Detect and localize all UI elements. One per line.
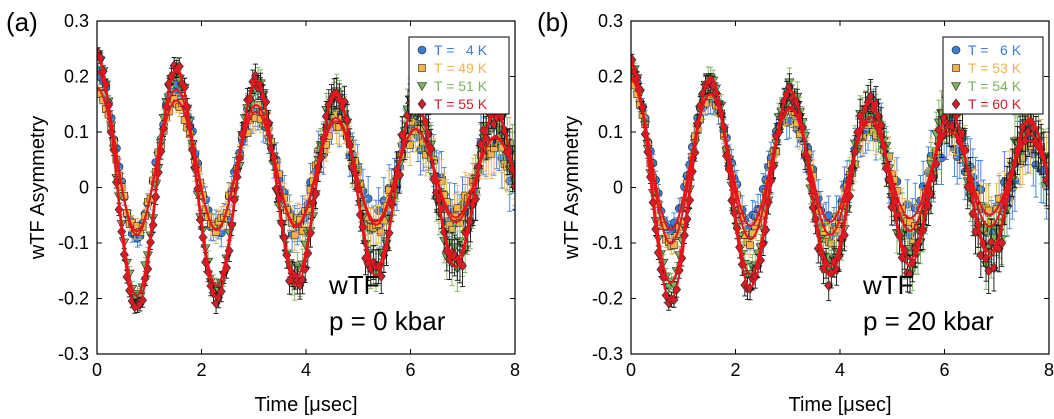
x-tick-label: 4	[301, 360, 311, 380]
x-tick-label: 6	[405, 360, 415, 380]
x-tick-label: 0	[626, 360, 636, 380]
y-tick-label: -0.1	[592, 233, 623, 253]
y-tick-label: 0	[613, 178, 623, 198]
legend-label: T = 49 K	[434, 60, 488, 76]
y-tick-label: 0.2	[64, 67, 89, 87]
data-point	[290, 231, 299, 240]
panel-label: (a)	[6, 7, 38, 37]
y-tick-label: 0.2	[598, 67, 623, 87]
y-tick-label: 0.3	[598, 11, 623, 31]
panel-a: 0 2 4 6 8 -0.3 -0.2 -0.1 0 0.1 0.2 0.3 Time [μsec] wT…	[6, 7, 520, 416]
data-point	[746, 241, 754, 249]
y-tick-label: -0.2	[58, 289, 89, 309]
y-tick-label: 0	[79, 178, 89, 198]
x-tick-label: 8	[1044, 360, 1054, 380]
data-point	[510, 180, 515, 192]
legend-marker	[417, 98, 427, 110]
fit-curve	[97, 86, 515, 233]
legend-marker	[418, 64, 426, 72]
data-point	[453, 204, 462, 213]
legend: T = 4 K T = 49 K T = 51 K T = 55 K	[408, 36, 510, 115]
data-point	[406, 141, 414, 149]
y-tick-label: -0.3	[58, 344, 89, 364]
legend-marker	[416, 82, 428, 92]
annotation-text: p = 0 kbar	[329, 306, 446, 336]
y-tick-label: 0.3	[64, 11, 89, 31]
legend-label: T = 55 K	[434, 96, 488, 112]
x-tick-label: 0	[92, 360, 102, 380]
fit-curve	[97, 53, 515, 310]
y-tick-label: -0.1	[58, 233, 89, 253]
x-tick-label: 2	[730, 360, 740, 380]
legend-marker	[417, 45, 427, 55]
legend-label: T = 4 K	[434, 42, 488, 58]
y-axis-label: wTF Asymmetry	[27, 116, 49, 260]
y-tick-label: -0.2	[592, 289, 623, 309]
x-tick-label: 6	[939, 360, 949, 380]
y-axis-label: wTF Asymmetry	[561, 116, 583, 260]
x-tick-label: 4	[835, 360, 845, 380]
y-tick-label: -0.3	[592, 344, 623, 364]
x-axis-label: Time [μsec]	[788, 394, 891, 416]
plot-area	[97, 47, 515, 314]
x-tick-label: 8	[510, 360, 520, 380]
panel-label: (b)	[537, 7, 569, 37]
data-point	[408, 117, 417, 126]
x-tick-label: 2	[196, 360, 206, 380]
y-tick-label: 0.1	[598, 122, 623, 142]
series-3	[631, 53, 1049, 311]
data-point	[827, 239, 836, 248]
legend-label: T = 51 K	[434, 78, 488, 94]
plot-area	[631, 53, 1049, 311]
annotation-text: wTF	[328, 270, 380, 300]
panel-b: 0 2 4 6 8 -0.3 -0.2 -0.1 0 0.1 0.2 0.3 Time [μsec] wT…	[537, 7, 1054, 416]
x-axis-label: Time [μsec]	[254, 394, 357, 416]
y-tick-label: 0.1	[64, 122, 89, 142]
axes-box	[96, 20, 516, 355]
